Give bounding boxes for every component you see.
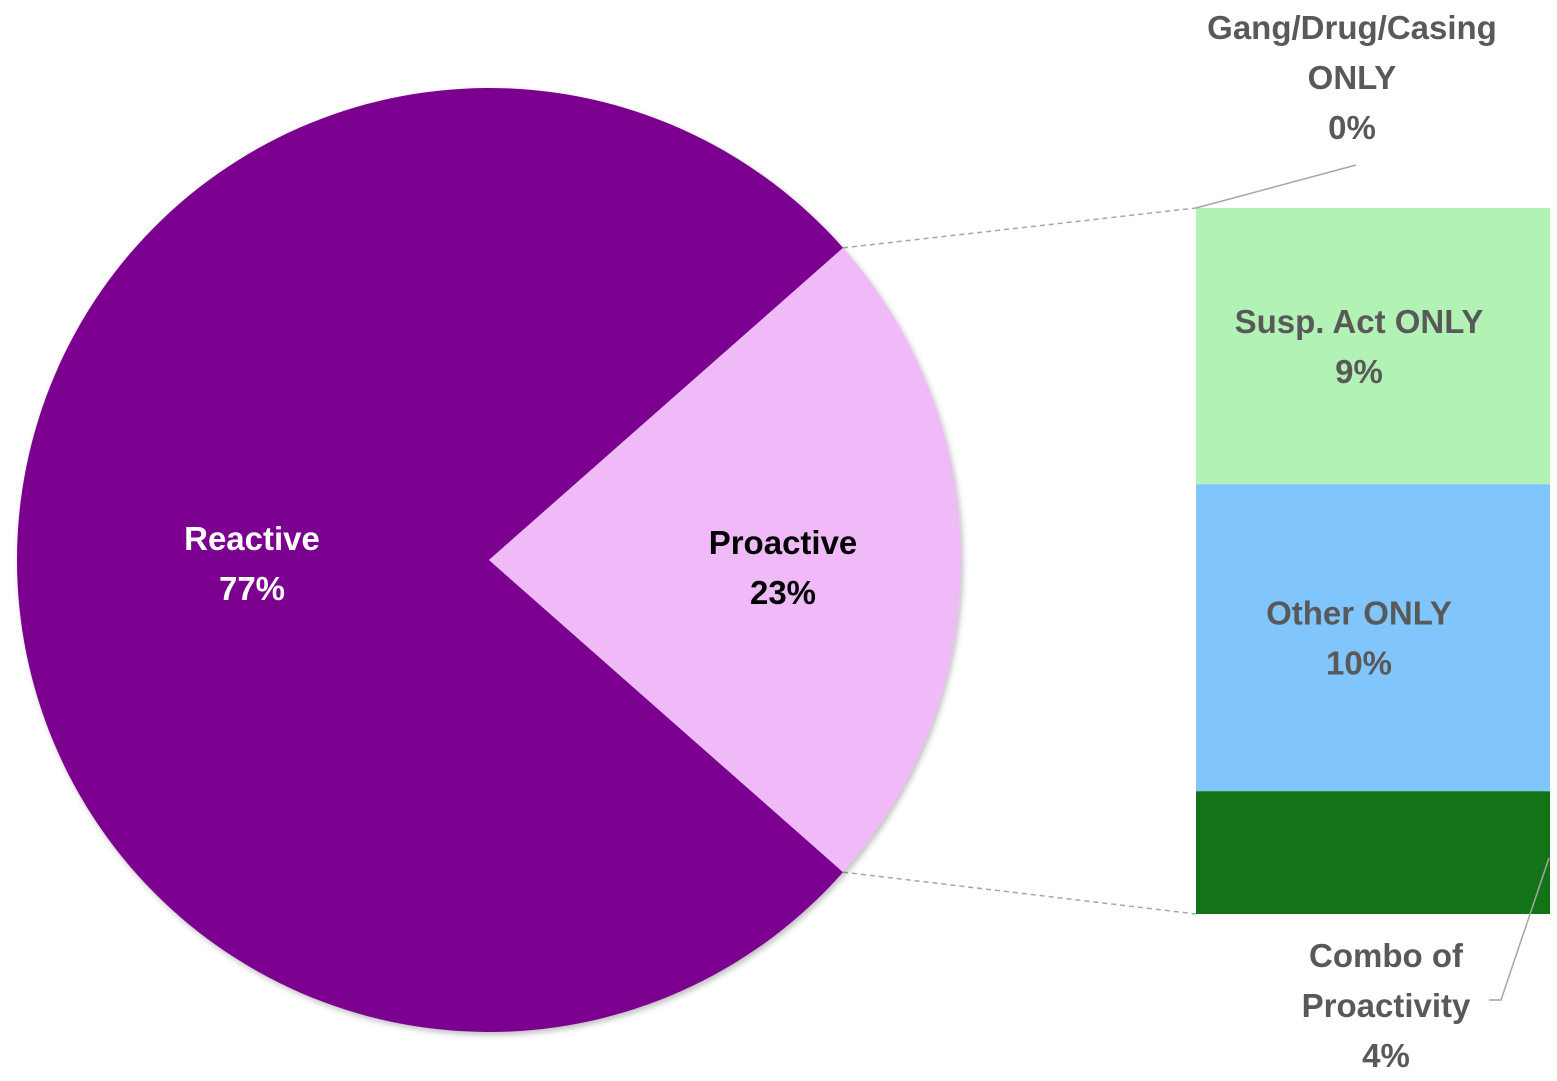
connector-line-bottom bbox=[843, 872, 1196, 914]
bar-label-gang-drug-casing-only: Gang/Drug/Casing ONLY 0% bbox=[1207, 9, 1497, 146]
connector-line-top bbox=[843, 208, 1196, 248]
bar-segment-combo-of-proactivity bbox=[1196, 791, 1550, 914]
leader-line-gang-drug-casing bbox=[1196, 165, 1356, 208]
bar-segment-other-only bbox=[1196, 484, 1550, 791]
bar-label-combo-of-proactivity: Combo of Proactivity 4% bbox=[1302, 937, 1471, 1074]
bar-segment-susp-act-only bbox=[1196, 208, 1550, 484]
